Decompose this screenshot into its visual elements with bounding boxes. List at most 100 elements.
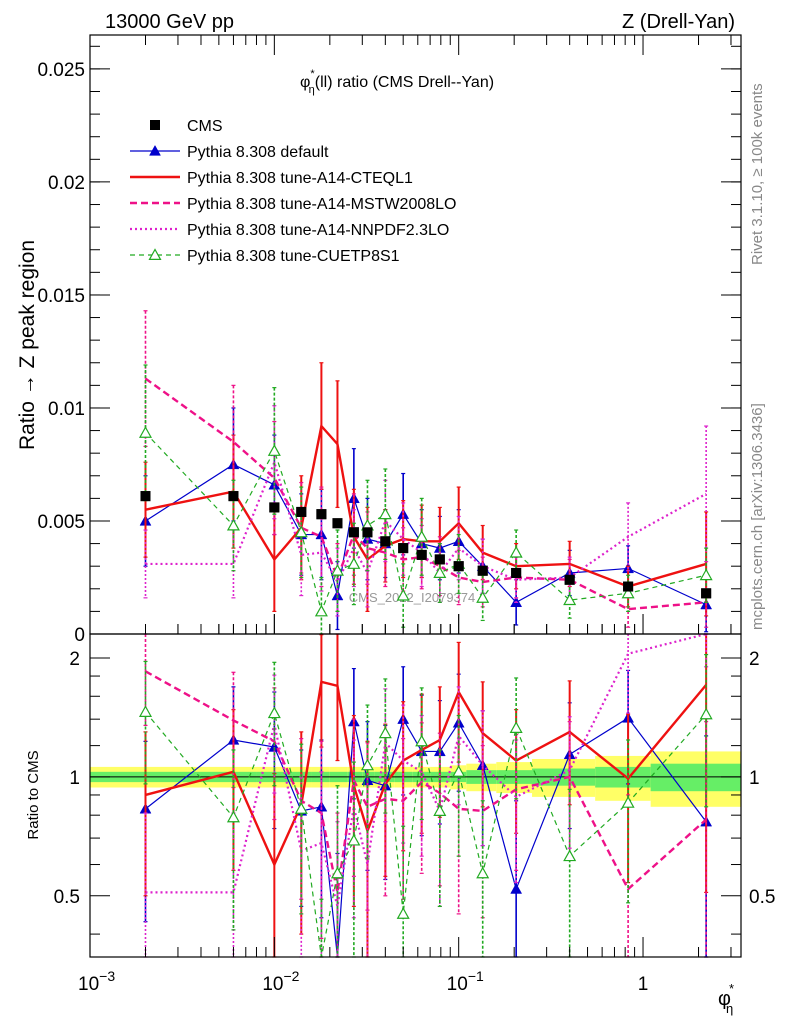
- ratio-series: [138, 632, 713, 958]
- header-right: Z (Drell-Yan): [622, 11, 735, 33]
- cms-point: [296, 506, 307, 517]
- main-marker: [563, 593, 577, 606]
- band-inner: [650, 763, 741, 792]
- main-ytick-label: 0.02: [48, 173, 85, 194]
- legend-marker: [149, 144, 161, 156]
- header-left: 13000 GeV pp: [105, 11, 234, 33]
- cms-point: [623, 581, 634, 592]
- ratio-marker: [267, 706, 281, 719]
- legend: CMS Pythia 8.308 default Pythia 8.308 tune…: [130, 118, 456, 265]
- legend-entry-4: Pythia 8.308 tune-A14-NNPDF2.3LO: [130, 222, 449, 239]
- legend-entry-2: Pythia 8.308 tune-A14-CTEQL1: [130, 170, 413, 187]
- xtick-label: 10−1: [447, 968, 484, 995]
- main-marker: [396, 588, 410, 601]
- ratio-marker: [347, 833, 361, 846]
- rivet-label: Rivet 3.1.10, ≥ 100k events: [749, 83, 766, 265]
- main-marker: [699, 568, 713, 581]
- xtick-label: 10−2: [262, 968, 299, 995]
- cms-point: [332, 518, 343, 529]
- ratio-marker: [563, 849, 577, 862]
- legend-label: Pythia 8.308 tune-A14-CTEQL1: [187, 170, 413, 187]
- main-ytick-label: 0: [74, 625, 85, 646]
- cms-point: [316, 509, 327, 520]
- main-marker: [294, 525, 308, 538]
- ratio-marker: [476, 866, 490, 879]
- main-marker: [314, 604, 328, 617]
- axes: 0 0.005 0.01 0.015 0.02 0.025 0.5 0.5 1 1 2 2 10−3 10…: [37, 34, 775, 995]
- cms-point: [511, 567, 522, 578]
- ratio-ytick-label: 2: [69, 649, 80, 670]
- main-series-5: [138, 364, 713, 635]
- cms-point: [228, 491, 239, 502]
- chart-title: φ* η(ll) ratio (CMS Drell--Yan): [300, 68, 494, 96]
- ratio-series-line: [145, 680, 708, 868]
- ratio-series-line: [145, 717, 707, 958]
- ratio-marker: [415, 734, 429, 747]
- main-y-axis-label: Ratio → Z peak region: [16, 240, 39, 450]
- main-series-line: [145, 458, 707, 585]
- mcplots-label: mcplots.cern.ch [arXiv:1306.3436]: [749, 403, 766, 630]
- ratio-y-axis-label: Ratio to CMS: [25, 750, 42, 839]
- legend-label: CMS: [187, 118, 223, 135]
- cms-point: [434, 554, 445, 565]
- ratio-series-line: [145, 711, 707, 958]
- main-marker: [138, 426, 153, 438]
- legend-label: Pythia 8.308 tune-A14-MSTW2008LO: [187, 196, 456, 213]
- cms-point: [398, 543, 409, 554]
- ratio-marker: [226, 810, 240, 823]
- ratio-marker: [330, 866, 344, 879]
- cms-point: [701, 588, 712, 599]
- main-marker: [621, 586, 635, 599]
- cms-point: [380, 536, 391, 547]
- legend-label: Pythia 8.308 default: [187, 144, 329, 161]
- legend-entry-3: Pythia 8.308 tune-A14-MSTW2008LO: [130, 196, 456, 213]
- main-ytick-label: 0.025: [37, 60, 85, 81]
- main-marker: [476, 591, 490, 603]
- main-ytick-label: 0.015: [37, 286, 85, 307]
- main-ytick-label: 0.005: [37, 512, 85, 533]
- ratio-ytick-label-right: 1: [749, 768, 760, 789]
- watermark: CMS_2022_I2079374: [349, 590, 476, 605]
- ratio-marker: [699, 707, 713, 720]
- ratio-series-line: [144, 670, 707, 893]
- xtick-label: 10−3: [78, 968, 115, 995]
- ratio-marker: [294, 802, 308, 814]
- legend-marker: [150, 120, 160, 130]
- cms-point: [348, 527, 359, 538]
- ratio-marker: [452, 765, 466, 777]
- cms-point: [140, 491, 151, 502]
- ratio-marker: [396, 907, 410, 919]
- cms-point: [362, 527, 373, 538]
- ratio-marker: [510, 883, 523, 894]
- legend-entry-0: CMS: [150, 118, 223, 135]
- main-marker: [509, 545, 523, 558]
- main-series-2: [143, 362, 709, 617]
- main-cms-points: [140, 491, 712, 599]
- ratio-ytick-label-right: 0.5: [749, 887, 775, 908]
- legend-entry-5: Pythia 8.308 tune-CUETP8S1: [130, 248, 400, 265]
- main-series-line: [145, 432, 707, 614]
- cms-point: [477, 565, 488, 576]
- main-marker: [226, 518, 240, 531]
- main-marker: [378, 507, 392, 520]
- ratio-ytick-label: 0.5: [54, 887, 80, 908]
- legend-marker: [148, 248, 162, 260]
- cms-point: [416, 549, 427, 560]
- ratio-ytick-label: 1: [69, 768, 80, 789]
- main-marker: [415, 530, 429, 542]
- xtick-label: 1: [638, 974, 649, 995]
- ratio-marker: [433, 804, 447, 816]
- legend-entry-1: Pythia 8.308 default: [130, 144, 329, 161]
- ratio-series-0: [139, 666, 713, 958]
- main-series: [138, 310, 713, 635]
- ratio-marker: [621, 796, 635, 808]
- legend-label: Pythia 8.308 tune-CUETP8S1: [187, 248, 400, 265]
- cms-point: [453, 561, 464, 572]
- main-marker: [347, 557, 361, 569]
- ratio-marker: [509, 721, 523, 733]
- ratio-ytick-label-right: 2: [749, 649, 760, 670]
- cms-point: [269, 502, 280, 513]
- ratio-frame: [89, 633, 742, 958]
- main-marker: [433, 566, 447, 578]
